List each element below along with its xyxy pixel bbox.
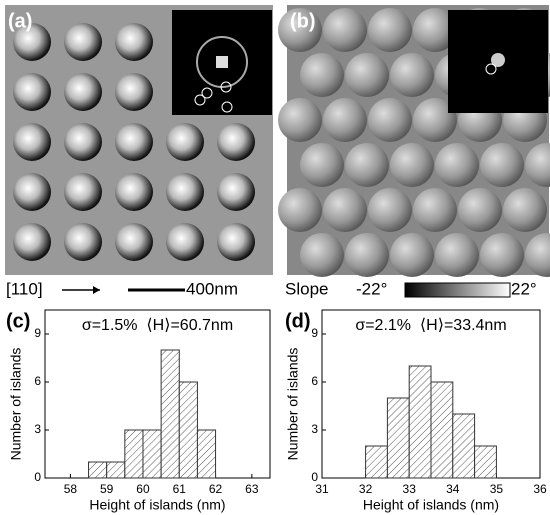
x-tick-label: 36 bbox=[533, 482, 547, 496]
panel-label: (d) bbox=[285, 310, 311, 332]
island bbox=[480, 233, 524, 277]
slope-label: Slope bbox=[285, 279, 328, 298]
x-tick-label: 59 bbox=[100, 482, 114, 496]
figure: (a) (b) [110] 400nm Slope -22° 22° (c) σ=… bbox=[0, 0, 550, 515]
x-tick-label: 58 bbox=[64, 482, 78, 496]
bar bbox=[366, 446, 388, 478]
island bbox=[115, 73, 153, 111]
island bbox=[480, 143, 524, 187]
y-axis-label: Number of islands bbox=[8, 348, 24, 461]
panel-label: (a) bbox=[8, 10, 32, 32]
island bbox=[64, 73, 102, 111]
island bbox=[217, 223, 255, 261]
island bbox=[64, 223, 102, 261]
y-tick-label: 3 bbox=[311, 422, 318, 436]
fft-center bbox=[216, 56, 228, 68]
x-tick-label: 35 bbox=[490, 482, 504, 496]
x-tick-label: 31 bbox=[315, 482, 329, 496]
island bbox=[323, 8, 367, 52]
island bbox=[368, 8, 412, 52]
island bbox=[368, 188, 412, 232]
island bbox=[166, 173, 204, 211]
x-axis-label: Height of islands (nm) bbox=[363, 497, 499, 513]
island bbox=[435, 143, 479, 187]
annotation: σ=2.1% ⟨H⟩=33.4nm bbox=[355, 317, 506, 334]
y-tick-label: 9 bbox=[34, 326, 41, 340]
slope-min: -22° bbox=[356, 279, 387, 298]
island bbox=[115, 123, 153, 161]
island bbox=[64, 173, 102, 211]
island bbox=[278, 188, 322, 232]
x-tick-label: 60 bbox=[136, 482, 150, 496]
island bbox=[323, 98, 367, 142]
island bbox=[13, 173, 51, 211]
y-tick-label: 6 bbox=[34, 374, 41, 388]
island bbox=[345, 233, 389, 277]
island bbox=[323, 188, 367, 232]
x-tick-label: 32 bbox=[359, 482, 373, 496]
island bbox=[166, 223, 204, 261]
island bbox=[217, 173, 255, 211]
x-axis-label: Height of islands (nm) bbox=[89, 497, 225, 513]
island bbox=[503, 188, 547, 232]
bar bbox=[475, 446, 497, 478]
island bbox=[390, 233, 434, 277]
island bbox=[435, 233, 479, 277]
island bbox=[166, 123, 204, 161]
slope-colorbar bbox=[405, 283, 510, 297]
island bbox=[115, 23, 153, 61]
bar bbox=[431, 382, 453, 478]
island bbox=[13, 73, 51, 111]
island bbox=[458, 188, 502, 232]
island bbox=[64, 123, 102, 161]
annotation: σ=1.5% ⟨H⟩=60.7nm bbox=[82, 317, 233, 334]
x-tick-label: 62 bbox=[209, 482, 223, 496]
island bbox=[217, 123, 255, 161]
scale-label: 400nm bbox=[186, 279, 238, 298]
panel-label: (c) bbox=[6, 310, 30, 332]
island bbox=[390, 143, 434, 187]
bar bbox=[143, 430, 161, 478]
bar bbox=[89, 462, 107, 478]
x-tick-label: 33 bbox=[403, 482, 417, 496]
bar bbox=[161, 350, 179, 478]
island bbox=[300, 53, 344, 97]
arrow-head bbox=[93, 286, 100, 294]
bar bbox=[387, 398, 409, 478]
x-tick-label: 34 bbox=[446, 482, 460, 496]
bar bbox=[125, 430, 143, 478]
bar bbox=[179, 382, 197, 478]
direction-label: [110] bbox=[6, 279, 43, 298]
island bbox=[300, 143, 344, 187]
island bbox=[115, 223, 153, 261]
island bbox=[300, 233, 344, 277]
y-tick-label: 3 bbox=[34, 422, 41, 436]
bar bbox=[409, 366, 431, 478]
island bbox=[345, 53, 389, 97]
island bbox=[13, 223, 51, 261]
island bbox=[345, 143, 389, 187]
page: (a) (b) [110] 400nm Slope -22° 22° (c) σ=… bbox=[0, 0, 550, 515]
island bbox=[390, 53, 434, 97]
bar bbox=[453, 414, 475, 478]
island bbox=[368, 98, 412, 142]
slope-max: 22° bbox=[511, 279, 537, 298]
panel-label: (b) bbox=[290, 10, 316, 32]
island bbox=[13, 123, 51, 161]
island bbox=[278, 98, 322, 142]
y-axis-label: Number of islands bbox=[285, 348, 301, 461]
island bbox=[115, 173, 153, 211]
bar bbox=[197, 430, 215, 478]
y-tick-label: 6 bbox=[311, 374, 318, 388]
island bbox=[413, 188, 457, 232]
x-tick-label: 61 bbox=[173, 482, 187, 496]
island bbox=[64, 23, 102, 61]
bar bbox=[107, 462, 125, 478]
y-tick-label: 0 bbox=[34, 470, 41, 484]
x-tick-label: 63 bbox=[245, 482, 259, 496]
y-tick-label: 9 bbox=[311, 326, 318, 340]
